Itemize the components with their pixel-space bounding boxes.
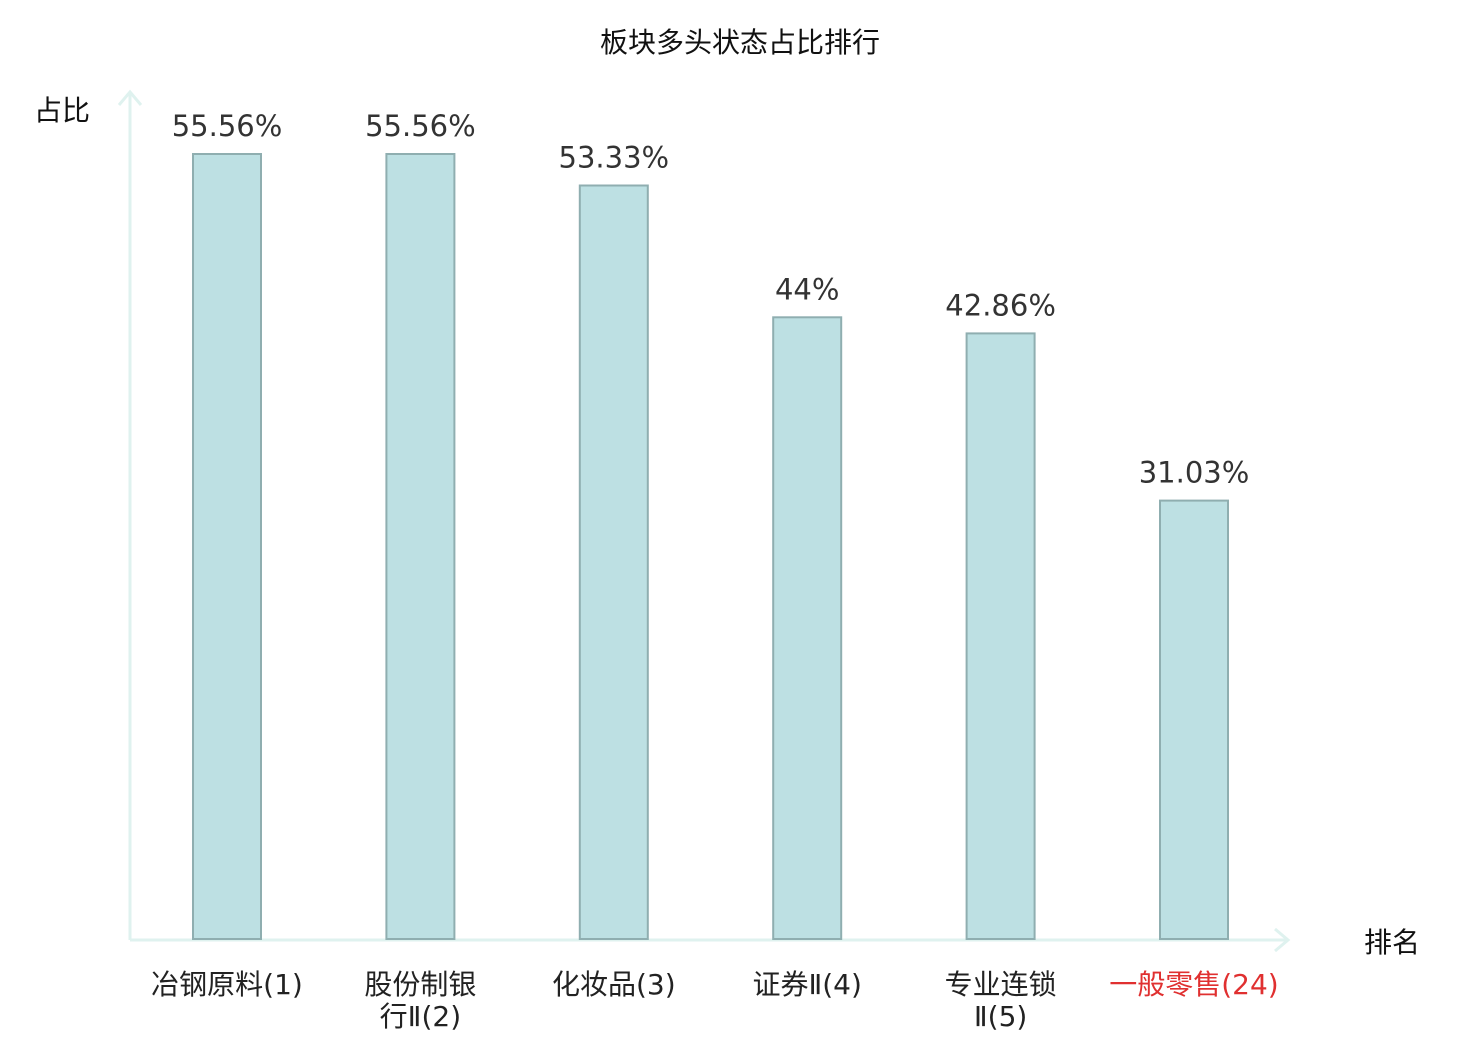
y-axis — [117, 89, 143, 940]
chart-title: 板块多头状态占比排行 — [600, 26, 880, 59]
category-label-1: 冶钢原料(1) — [151, 968, 303, 1001]
category-label-5-line-1: 专业连锁 — [945, 968, 1057, 1001]
bar-2 — [385, 153, 456, 940]
value-label-6: 31.03% — [1139, 456, 1250, 490]
bar-1 — [192, 153, 262, 940]
category-label-5-line-2: Ⅱ(5) — [974, 1000, 1027, 1033]
category-label-2: 股份制银行Ⅱ(2) — [364, 968, 476, 1033]
category-label-6-line-1: 一般零售(24) — [1109, 968, 1278, 1001]
x-axis — [130, 927, 1291, 953]
category-label-5: 专业连锁 Ⅱ(5) — [945, 968, 1057, 1033]
category-label-6: 一般零售(24) — [1109, 968, 1278, 1001]
category-label-4-line-1: 证券Ⅱ(4) — [752, 968, 861, 1001]
bar-series — [192, 153, 1229, 940]
value-label-4: 44% — [775, 272, 839, 306]
y-axis-label: 占比 — [34, 94, 90, 127]
bar-6 — [1159, 499, 1229, 940]
value-label-5: 42.86% — [945, 288, 1056, 322]
x-axis-label: 排名 — [1364, 926, 1420, 959]
bar-5 — [965, 332, 1036, 940]
value-label-1: 55.56% — [172, 109, 283, 143]
category-labels: 冶钢原料(1) 股份制银行Ⅱ(2) 化妆品(3) 证券Ⅱ(4) 专业连锁 Ⅱ(5) 一般零售… — [151, 968, 1279, 1033]
bar-3 — [578, 184, 649, 940]
category-label-2-line-1: 股份制银 — [364, 968, 476, 1001]
category-label-2-line-2: 行Ⅱ(2) — [380, 1000, 461, 1033]
y-axis-arrow-icon — [117, 89, 143, 106]
x-axis-arrow-icon — [1274, 927, 1291, 953]
category-label-1-line-1: 冶钢原料(1) — [151, 968, 303, 1001]
value-label-3: 53.33% — [559, 141, 670, 175]
bar-4 — [772, 316, 843, 940]
value-label-2: 55.56% — [365, 109, 476, 143]
value-labels: 55.56% 55.56% 53.33% 44% 42.86% 31.03% — [172, 109, 1250, 490]
category-label-4: 证券Ⅱ(4) — [752, 968, 861, 1001]
category-label-3: 化妆品(3) — [552, 968, 676, 1001]
category-label-3-line-1: 化妆品(3) — [552, 968, 676, 1001]
